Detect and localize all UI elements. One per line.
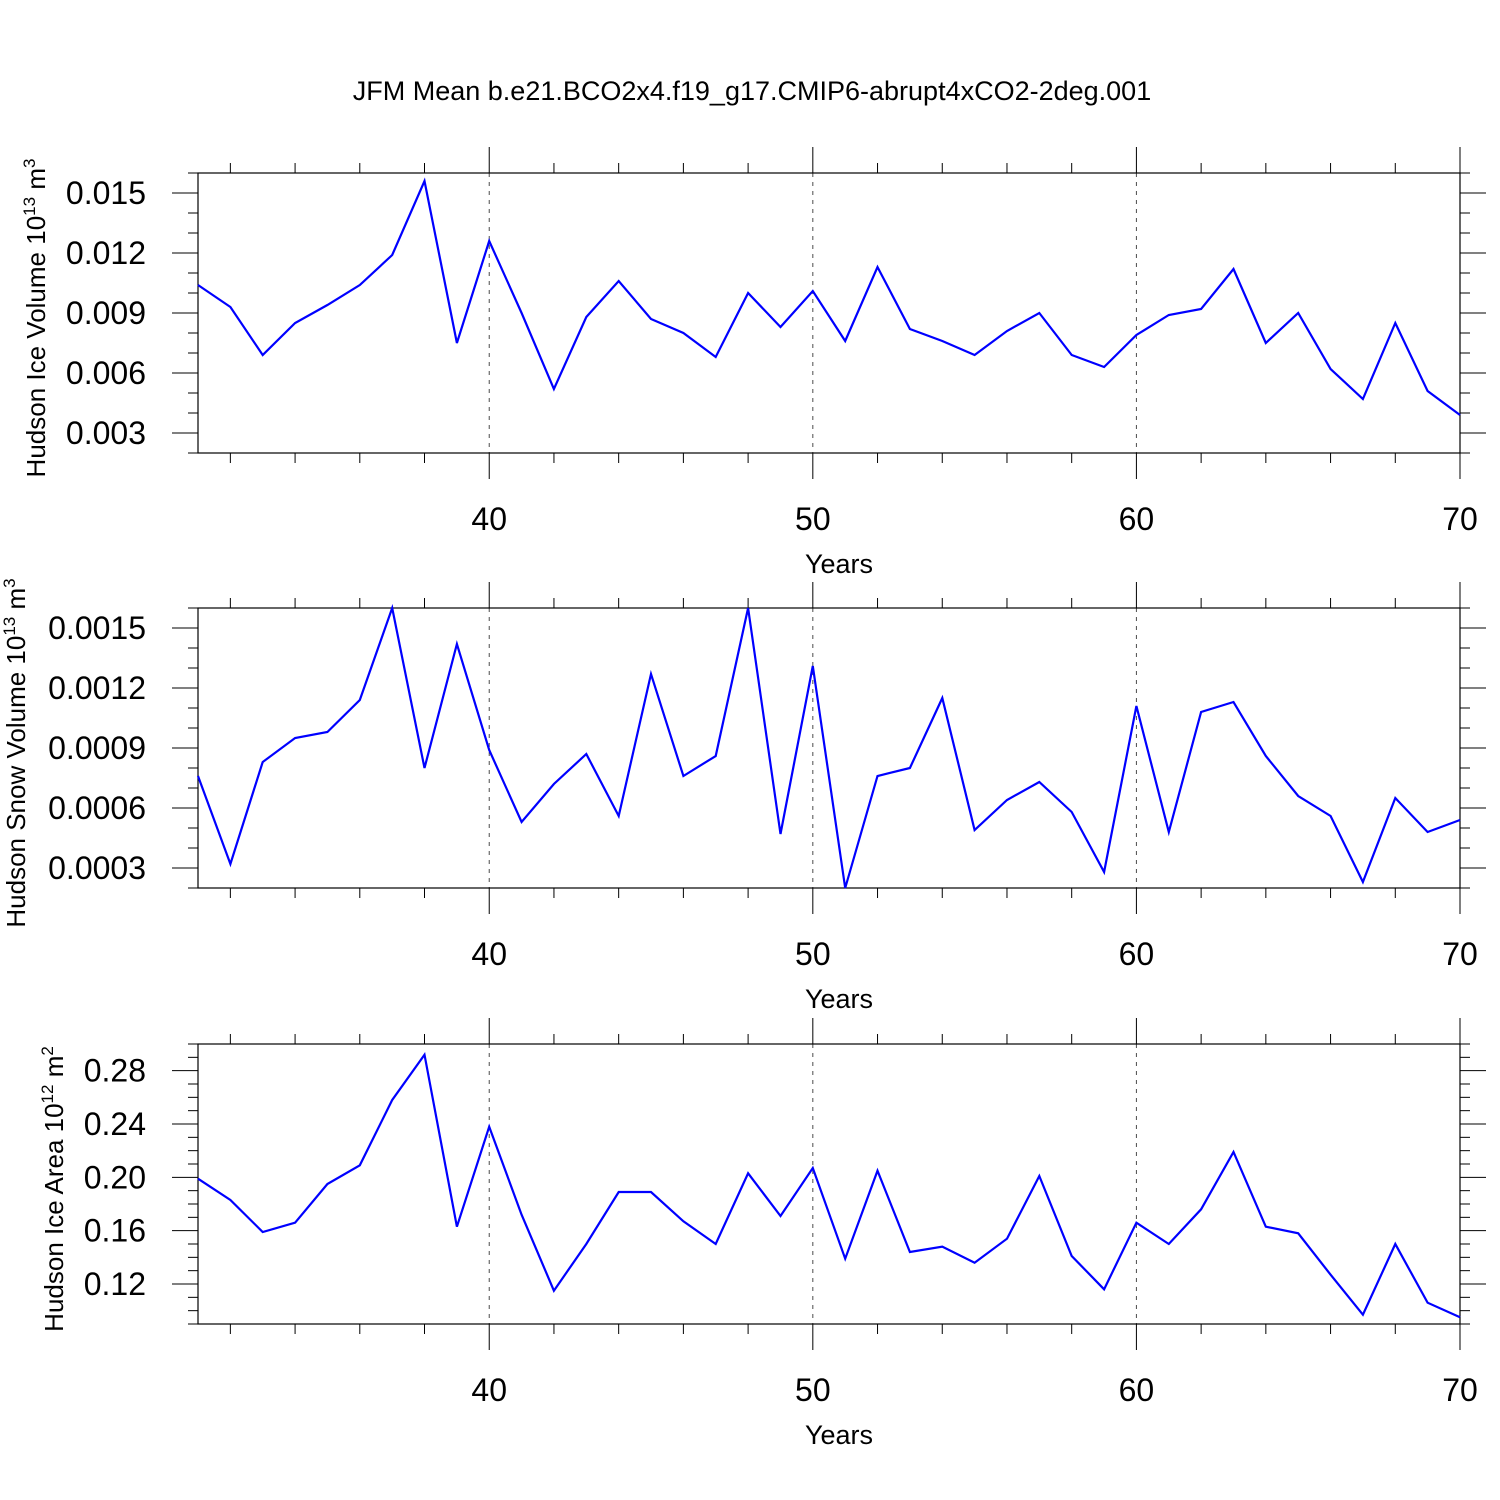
x-tick-label: 60 bbox=[1119, 1372, 1155, 1408]
series-line bbox=[196, 603, 1461, 889]
x-tick-label: 40 bbox=[471, 501, 507, 537]
y-axis-title-superscript: 12 bbox=[38, 1085, 57, 1104]
y-tick-label: 0.009 bbox=[66, 295, 146, 331]
y-axis-title-part: m bbox=[39, 1056, 69, 1085]
y-axis-title-part: Hudson Snow Volume 10 bbox=[1, 636, 31, 928]
x-axis-title: Years bbox=[805, 549, 873, 579]
x-tick-label: 50 bbox=[795, 1372, 831, 1408]
y-axis-title-superscript: 3 bbox=[0, 578, 19, 587]
y-axis-title-superscript: 13 bbox=[0, 617, 19, 636]
plot-frame bbox=[197, 1043, 1461, 1325]
y-axis-title: Hudson Snow Volume 1013 m3 bbox=[0, 578, 31, 927]
x-tick-label: 70 bbox=[1442, 501, 1478, 537]
y-axis-title: Hudson Ice Volume 1013 m3 bbox=[20, 159, 51, 478]
y-tick-label: 0.0012 bbox=[48, 670, 146, 706]
y-axis-title-part: Hudson Ice Volume 10 bbox=[21, 216, 51, 478]
series-line bbox=[197, 177, 1461, 416]
y-tick-label: 0.0006 bbox=[48, 790, 146, 826]
y-tick-label: 0.28 bbox=[84, 1053, 146, 1089]
panel-3: 40 50 60 70 Years 0.12 0.16 0.20 0.24 0.28 Hudson … bbox=[38, 1018, 1486, 1450]
y-tick-label: 0.006 bbox=[66, 355, 146, 391]
y-tick-label: 0.24 bbox=[84, 1106, 146, 1142]
chart-title: JFM Mean b.e21.BCO2x4.f19_g17.CMIP6-abru… bbox=[353, 76, 1151, 106]
x-tick-label: 40 bbox=[471, 936, 507, 972]
y-tick-label: 0.0015 bbox=[48, 610, 146, 646]
y-tick-label: 0.012 bbox=[66, 235, 146, 271]
y-axis-title-part: m bbox=[21, 168, 51, 197]
y-axis-title-part: Hudson Ice Area 10 bbox=[39, 1103, 69, 1331]
panel-2: 40 50 60 70 Years 0.0003 0.0006 0.0009 0.0012 0.0… bbox=[0, 578, 1486, 1014]
y-axis-title-part: m bbox=[1, 588, 31, 617]
y-axis-title-superscript: 3 bbox=[20, 159, 39, 168]
plot-frame bbox=[197, 607, 1461, 889]
panel-1: 40 50 60 70 Years 0.003 0.006 0.009 0.012 0.015 Hu… bbox=[20, 147, 1486, 579]
y-tick-label: 0.16 bbox=[84, 1213, 146, 1249]
x-tick-label: 50 bbox=[795, 501, 831, 537]
plot-frame bbox=[197, 172, 1461, 454]
y-tick-label: 0.015 bbox=[66, 175, 146, 211]
x-tick-label: 70 bbox=[1442, 936, 1478, 972]
y-tick-label: 0.0009 bbox=[48, 730, 146, 766]
x-axis-title: Years bbox=[805, 984, 873, 1014]
y-tick-label: 0.003 bbox=[66, 415, 146, 451]
y-axis-title-superscript: 13 bbox=[20, 197, 39, 216]
x-tick-label: 60 bbox=[1119, 936, 1155, 972]
x-tick-label: 40 bbox=[471, 1372, 507, 1408]
x-tick-label: 70 bbox=[1442, 1372, 1478, 1408]
y-tick-label: 0.0003 bbox=[48, 850, 146, 886]
x-tick-label: 50 bbox=[795, 936, 831, 972]
y-tick-label: 0.20 bbox=[84, 1159, 146, 1195]
y-axis-title-superscript: 2 bbox=[38, 1046, 57, 1055]
y-axis-title: Hudson Ice Area 1012 m2 bbox=[38, 1046, 69, 1332]
x-tick-label: 60 bbox=[1119, 501, 1155, 537]
series-line bbox=[197, 1051, 1461, 1319]
y-tick-label: 0.12 bbox=[84, 1266, 146, 1302]
x-axis-title: Years bbox=[805, 1420, 873, 1450]
